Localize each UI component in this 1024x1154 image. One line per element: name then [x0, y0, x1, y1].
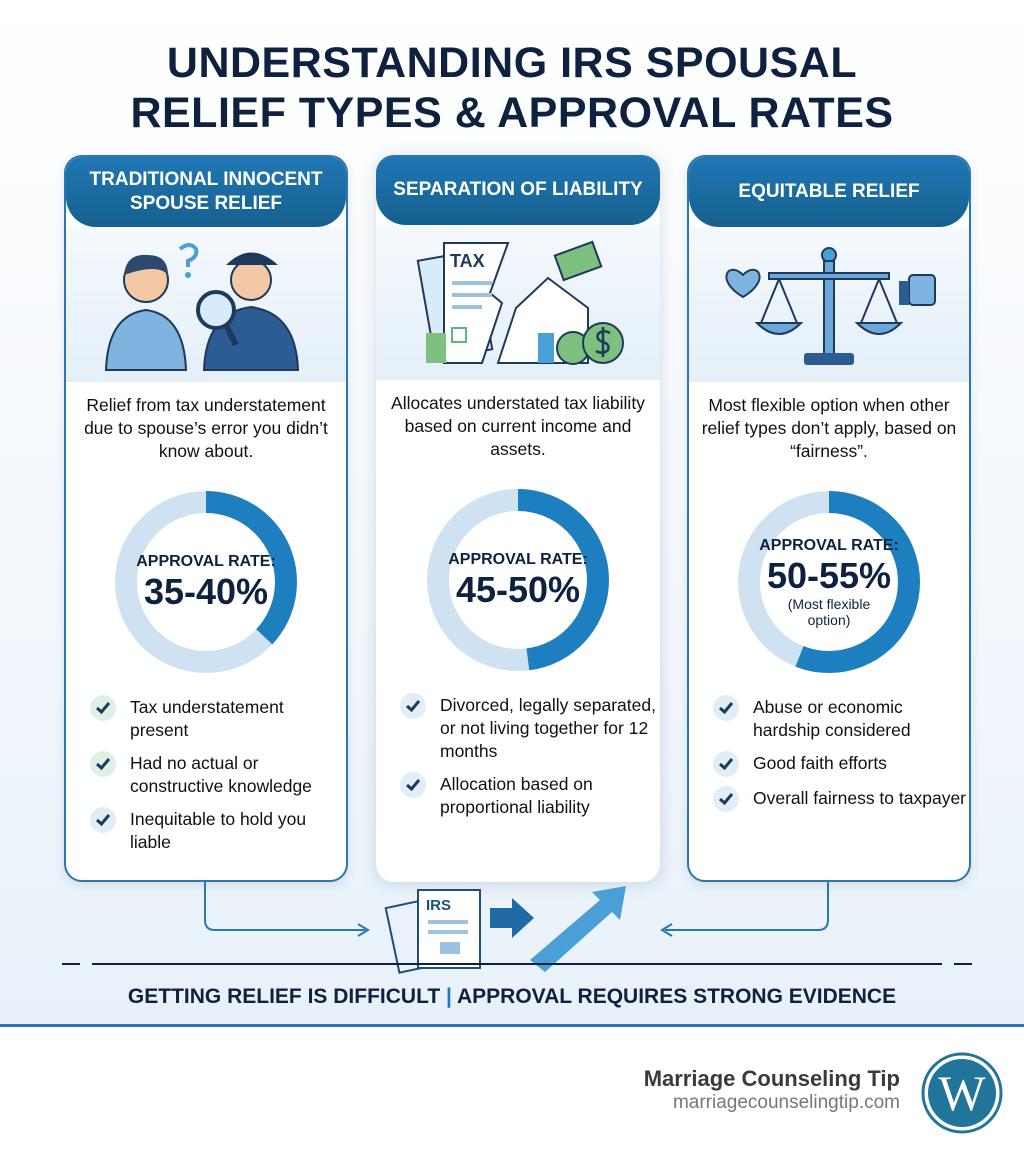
tax-form-label: TAX [450, 251, 485, 271]
relief-card: EQUITABLE RELIEF Most flexible option wh… [687, 155, 971, 882]
title-line-1: UNDERSTANDING IRS SPOUSAL [166, 39, 858, 87]
donut-ring [427, 489, 609, 671]
criteria-item: Abuse or economic hardship considered [713, 695, 969, 742]
svg-text:W: W [938, 1065, 986, 1121]
donut-ring [738, 491, 920, 673]
card-description: Relief from tax understatement due to sp… [84, 395, 328, 461]
card-header: SEPARATION OF LIABILITY [376, 155, 660, 225]
criteria-text: Good faith efforts [753, 753, 887, 773]
relief-card: SEPARATION OF LIABILITY TAX Allocates un… [376, 155, 660, 882]
brand-block: Marriage Counseling Tip marriagecounseli… [644, 1066, 900, 1114]
card-header: EQUITABLE RELIEF [689, 157, 969, 227]
approval-rate-donut: APPROVAL RATE: 35-40% [106, 482, 306, 682]
criteria-list: Divorced, legally separated, or not livi… [376, 680, 660, 819]
criteria-item: Tax understatement present [90, 695, 346, 742]
right-connector-arrowhead [660, 923, 673, 937]
checkmark-icon [713, 751, 739, 777]
criteria-item: Overall fairness to taxpayer [713, 786, 969, 812]
scales-of-justice-illustration [689, 227, 969, 382]
criteria-item: Inequitable to hold you liable [90, 807, 346, 854]
footer-rule [0, 1024, 1024, 1027]
page-title: UNDERSTANDING IRS SPOUSAL RELIEF TYPES &… [0, 38, 1024, 138]
donut-fill [427, 489, 609, 671]
checkmark-icon [90, 751, 116, 777]
footer-left-text: GETTING RELIEF IS DIFFICULT [127, 985, 441, 1008]
criteria-text: Overall fairness to taxpayer [753, 788, 967, 808]
checkmark-icon [90, 807, 116, 833]
card-description: Most flexible option when other relief t… [701, 395, 957, 461]
approval-value: 35-40% [143, 571, 269, 612]
criteria-text: Divorced, legally separated, or not livi… [440, 695, 656, 761]
criteria-item: Had no actual or constructive knowledge [90, 751, 346, 798]
criteria-text: Inequitable to hold you liable [130, 809, 307, 852]
irs-documents-icon: IRS [384, 889, 481, 974]
donut-center-text: APPROVAL RATE: 50-55% (Most flexible opt… [759, 518, 899, 646]
footer-divider: | [446, 985, 452, 1008]
approval-rate-donut: APPROVAL RATE: 50-55% (Most flexible opt… [729, 482, 929, 682]
footer-message: GETTING RELIEF IS DIFFICULT | APPROVAL R… [0, 985, 1024, 1009]
trend-up-arrow-icon [530, 886, 626, 972]
checkmark-icon [90, 695, 116, 721]
approval-label: APPROVAL RATE: [759, 537, 899, 554]
left-connector-arrowhead [357, 923, 370, 937]
approval-label: APPROVAL RATE: [136, 553, 276, 570]
left-connector-arrow [204, 882, 365, 931]
approval-note: (Most flexible option) [787, 596, 871, 628]
checkmark-icon [400, 693, 426, 719]
criteria-text: Abuse or economic hardship considered [753, 697, 911, 740]
irs-doc-label: IRS [426, 897, 451, 914]
approval-value: 45-50% [455, 569, 581, 610]
criteria-text: Allocation based on proportional liabili… [440, 774, 593, 817]
split-tax-form-and-house-illustration: TAX [376, 225, 660, 380]
checkmark-icon [713, 695, 739, 721]
approval-value: 50-55% [766, 555, 892, 596]
arrow-right-icon [490, 898, 534, 938]
footer-right-text: APPROVAL REQUIRES STRONG EVIDENCE [456, 985, 897, 1008]
criteria-item: Allocation based on proportional liabili… [400, 772, 660, 819]
brand-url[interactable]: marriagecounselingtip.com [672, 1092, 900, 1113]
connector-graphics: IRS [62, 882, 972, 974]
criteria-item: Divorced, legally separated, or not livi… [400, 693, 660, 763]
criteria-list: Tax understatement present Had no actual … [66, 682, 346, 854]
approval-rate-donut: APPROVAL RATE: 45-50% [418, 480, 618, 680]
donut-fill [738, 491, 920, 673]
criteria-list: Abuse or economic hardship considered Goo… [689, 682, 969, 812]
card-description: Allocates understated tax liability base… [391, 393, 645, 459]
criteria-text: Tax understatement present [130, 697, 284, 740]
checkmark-icon [713, 786, 739, 812]
title-line-2: RELIEF TYPES & APPROVAL RATES [130, 89, 894, 137]
donut-center-text: APPROVAL RATE: 35-40% [136, 518, 276, 646]
right-connector-arrow [665, 882, 829, 931]
confused-man-and-investigator-illustration [66, 227, 346, 382]
approval-label: APPROVAL RATE: [448, 551, 588, 568]
relief-card: TRADITIONAL INNOCENT SPOUSE RELIEF Relie… [64, 155, 348, 882]
card-header: TRADITIONAL INNOCENT SPOUSE RELIEF [66, 157, 346, 227]
brand-name: Marriage Counseling Tip [643, 1066, 900, 1091]
donut-ring [115, 491, 297, 673]
wordpress-logo-icon: W [921, 1052, 1003, 1134]
donut-center-text: APPROVAL RATE: 45-50% [448, 516, 588, 644]
checkmark-icon [400, 772, 426, 798]
donut-fill [115, 491, 297, 673]
criteria-text: Had no actual or constructive knowledge [130, 753, 312, 796]
criteria-item: Good faith efforts [713, 751, 969, 777]
